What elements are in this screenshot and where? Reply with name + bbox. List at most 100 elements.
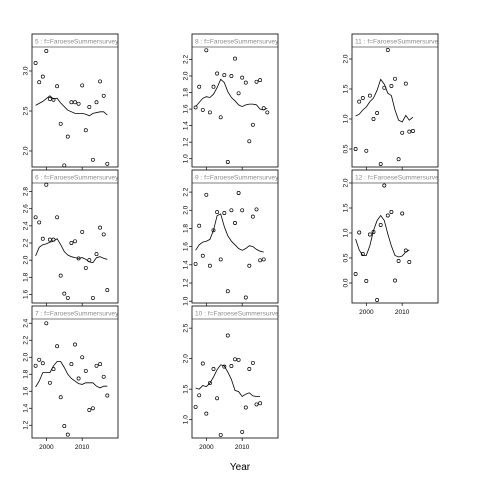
trend-line bbox=[195, 78, 268, 111]
x-tick-label: 2010 bbox=[235, 444, 250, 451]
data-point bbox=[389, 210, 394, 214]
data-point bbox=[44, 321, 49, 326]
data-point bbox=[229, 208, 234, 213]
data-point bbox=[258, 401, 263, 406]
data-point bbox=[204, 48, 209, 53]
y-tick-label: 1.5 bbox=[343, 203, 350, 212]
panel: 11 : f=FaroeseSummersurvey 0.5 1.0 1.5 2.0 bbox=[343, 33, 439, 170]
data-point bbox=[207, 263, 212, 268]
y-tick-label: 2.5 bbox=[183, 323, 190, 332]
data-point bbox=[200, 253, 205, 258]
y-tick-label: 2.2 bbox=[183, 55, 190, 64]
panel: 9 : f=FaroeseSummersurvey 1.0 1.2 1.4 1.6 1.8… bbox=[183, 169, 279, 306]
y-tick-label: 2.2 bbox=[183, 187, 190, 196]
data-point bbox=[83, 368, 88, 373]
data-point bbox=[76, 376, 81, 381]
data-point bbox=[357, 99, 362, 104]
data-point bbox=[90, 157, 95, 162]
data-point bbox=[360, 96, 365, 100]
data-point bbox=[215, 210, 220, 215]
data-point bbox=[375, 111, 380, 115]
data-point bbox=[37, 220, 42, 225]
data-point bbox=[51, 367, 56, 372]
data-point bbox=[105, 161, 110, 166]
data-point bbox=[204, 192, 209, 197]
data-point bbox=[69, 100, 74, 105]
data-point bbox=[357, 230, 362, 235]
data-point bbox=[243, 295, 248, 300]
y-tick-label: 1.2 bbox=[23, 420, 30, 429]
y-tick-label: 1.0 bbox=[343, 228, 350, 237]
y-tick-label: 1.2 bbox=[183, 278, 190, 287]
y-tick-label: 1.0 bbox=[343, 114, 350, 123]
y-tick-label: 0.0 bbox=[343, 278, 350, 287]
data-point bbox=[73, 239, 77, 244]
y-tick-label: 2.0 bbox=[23, 146, 30, 155]
panel-frame bbox=[191, 305, 279, 439]
data-point bbox=[197, 84, 202, 89]
data-point bbox=[396, 259, 401, 263]
data-point bbox=[367, 232, 372, 237]
y-tick-label: 1.0 bbox=[183, 415, 190, 424]
data-point bbox=[393, 76, 397, 81]
data-point bbox=[389, 84, 394, 88]
data-point bbox=[211, 228, 216, 233]
data-point bbox=[40, 361, 45, 366]
data-point bbox=[51, 97, 56, 102]
y-tick-label: 1.6 bbox=[23, 290, 30, 299]
y-tick-label: 1.8 bbox=[183, 88, 190, 97]
data-point bbox=[211, 84, 216, 89]
panel-title: 7 : f=FaroeseSummersurvey bbox=[35, 311, 119, 318]
data-point bbox=[94, 363, 99, 368]
y-tick-label: 1.4 bbox=[23, 403, 30, 412]
data-point bbox=[37, 80, 42, 85]
data-point bbox=[378, 223, 383, 227]
data-point bbox=[396, 157, 401, 162]
data-point bbox=[215, 71, 220, 76]
y-tick-label: 2.0 bbox=[23, 352, 30, 361]
data-point bbox=[40, 236, 45, 241]
data-point bbox=[197, 223, 202, 228]
panel: 6 : f=FaroeseSummersurvey 1.6 1.8 2.0 2.2 2.4… bbox=[23, 169, 119, 306]
data-point bbox=[101, 93, 106, 98]
y-tick-label: 2.4 bbox=[23, 221, 30, 230]
data-point bbox=[40, 74, 45, 79]
data-point bbox=[44, 49, 49, 53]
data-point bbox=[229, 364, 234, 368]
data-point bbox=[261, 106, 266, 111]
data-point bbox=[58, 121, 63, 126]
y-tick-label: 1.5 bbox=[183, 384, 190, 393]
data-point bbox=[65, 432, 70, 437]
data-point bbox=[76, 101, 81, 106]
data-point bbox=[378, 162, 383, 166]
data-point bbox=[375, 298, 380, 302]
data-point bbox=[207, 381, 212, 386]
trend-line bbox=[195, 364, 261, 398]
data-point bbox=[229, 74, 234, 78]
data-point bbox=[73, 342, 77, 347]
data-point bbox=[247, 139, 252, 144]
data-point bbox=[403, 81, 408, 86]
data-point bbox=[261, 257, 266, 262]
data-point bbox=[47, 97, 52, 101]
y-tick-label: 2.4 bbox=[23, 318, 30, 327]
data-point bbox=[80, 83, 85, 88]
y-tick-label: 2.2 bbox=[23, 238, 30, 247]
panel-title: 6 : f=FaroeseSummersurvey bbox=[35, 175, 119, 182]
y-tick-label: 1.8 bbox=[183, 224, 190, 233]
data-point bbox=[87, 258, 92, 263]
data-point bbox=[258, 78, 263, 83]
data-point bbox=[385, 213, 390, 218]
data-point bbox=[258, 258, 263, 263]
data-point bbox=[218, 115, 223, 120]
y-tick-label: 3.0 bbox=[23, 66, 30, 75]
y-tick-label: 2.6 bbox=[23, 204, 30, 213]
panel-frame bbox=[351, 33, 439, 168]
y-tick-label: 1.6 bbox=[23, 386, 30, 395]
data-point bbox=[250, 122, 255, 127]
data-point bbox=[407, 129, 412, 134]
data-point bbox=[51, 237, 56, 242]
data-point bbox=[364, 279, 369, 283]
y-tick-label: 1.2 bbox=[183, 137, 190, 146]
trend-line bbox=[35, 361, 108, 389]
